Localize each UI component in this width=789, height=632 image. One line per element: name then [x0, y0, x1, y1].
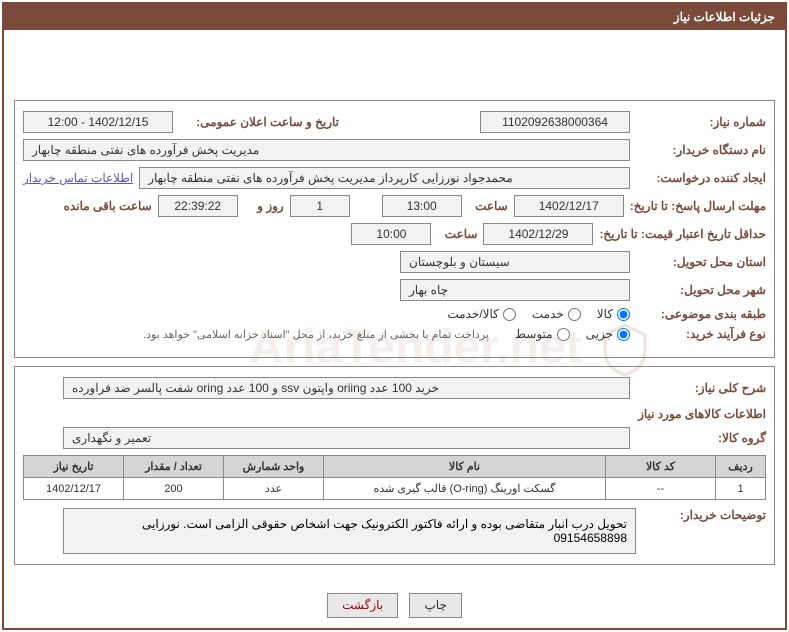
remaining-days-label: روز و [244, 199, 284, 213]
delivery-city-label: شهر محل تحویل: [636, 283, 766, 297]
radio-goods[interactable]: کالا [597, 307, 630, 321]
buyer-org-label: نام دستگاه خریدار: [636, 143, 766, 157]
category-label: طبقه بندی موضوعی: [636, 307, 766, 321]
td-code: -- [606, 478, 716, 500]
main-container: جزئیات اطلاعات نیاز AriaTender.net شماره… [2, 2, 787, 630]
table-header-row: ردیف کد کالا نام کالا واحد شمارش تعداد /… [24, 456, 766, 478]
delivery-province-value: سیستان و بلوچستان [400, 251, 630, 273]
need-number-label: شماره نیاز: [636, 115, 766, 129]
page-title-bar: جزئیات اطلاعات نیاز [4, 4, 785, 30]
table-row: 1 -- گسکت اورینگ (O-ring) قالب گیری شده … [24, 478, 766, 500]
buyer-notes-label: توضیحات خریدار: [636, 508, 766, 522]
need-number-value: 1102092638000364 [480, 111, 630, 133]
td-qty: 200 [124, 478, 224, 500]
buyer-contact-link[interactable]: اطلاعات تماس خریدار [23, 171, 133, 185]
radio-goods-service[interactable]: کالا/خدمت [447, 307, 515, 321]
row-buyer-org: نام دستگاه خریدار: مدیریت پخش فرآورده ها… [23, 139, 766, 161]
time-label-2: ساعت [437, 227, 477, 241]
row-requester: ایجاد کننده درخواست: محمدجواد نورزایی کا… [23, 167, 766, 189]
th-date: تاریخ نیاز [24, 456, 124, 478]
th-name: نام کالا [324, 456, 606, 478]
th-row: ردیف [716, 456, 766, 478]
row-delivery-province: استان محل تحویل: سیستان و بلوچستان [23, 251, 766, 273]
reply-deadline-date: 1402/12/17 [514, 195, 624, 217]
radio-goods-service-input[interactable] [503, 308, 516, 321]
process-label: نوع فرآیند خرید: [636, 327, 766, 341]
info-section: شماره نیاز: 1102092638000364 تاریخ و ساع… [14, 100, 775, 358]
td-date: 1402/12/17 [24, 478, 124, 500]
radio-service-input[interactable] [568, 308, 581, 321]
process-radios: جزیی متوسط [515, 327, 630, 341]
price-validity-time: 10:00 [351, 223, 431, 245]
row-goods-group: گروه کالا: تعمیر و نگهداری [23, 427, 766, 449]
radio-goods-label: کالا [597, 307, 613, 321]
announce-date-label: تاریخ و ساعت اعلان عمومی: [179, 115, 339, 129]
row-need-number: شماره نیاز: 1102092638000364 تاریخ و ساع… [23, 111, 766, 133]
requester-label: ایجاد کننده درخواست: [636, 171, 766, 185]
radio-service-label: خدمت [532, 307, 564, 321]
radio-medium-label: متوسط [515, 327, 553, 341]
th-qty: تعداد / مقدار [124, 456, 224, 478]
delivery-city-value: چاه بهار [400, 279, 630, 301]
row-category: طبقه بندی موضوعی: کالا خدمت کالا/خدمت [23, 307, 766, 321]
row-reply-deadline: مهلت ارسال پاسخ: تا تاریخ: 1402/12/17 سا… [23, 195, 766, 217]
td-name: گسکت اورینگ (O-ring) قالب گیری شده [324, 478, 606, 500]
time-label-1: ساعت [468, 199, 508, 213]
row-delivery-city: شهر محل تحویل: چاه بهار [23, 279, 766, 301]
process-note: پرداخت تمام یا بخشی از مبلغ خرید، از محل… [143, 328, 489, 341]
radio-partial[interactable]: جزیی [586, 327, 630, 341]
buyer-org-value: مدیریت پخش فرآورده های نفتی منطقه چابهار [23, 139, 630, 161]
remaining-suffix: ساعت باقی مانده [64, 199, 152, 213]
category-radios: کالا خدمت کالا/خدمت [447, 307, 630, 321]
back-button[interactable]: بازگشت [327, 593, 398, 618]
delivery-province-label: استان محل تحویل: [636, 255, 766, 269]
td-row: 1 [716, 478, 766, 500]
reply-deadline-time: 13:00 [382, 195, 462, 217]
radio-goods-input[interactable] [617, 308, 630, 321]
summary-section: شرح کلی نیاز: خرید 100 عدد oriing واپتون… [14, 366, 775, 565]
radio-medium-input[interactable] [557, 328, 570, 341]
remaining-time: 22:39:22 [158, 195, 238, 217]
remaining-days: 1 [290, 195, 350, 217]
row-price-validity: حداقل تاریخ اعتبار قیمت: تا تاریخ: 1402/… [23, 223, 766, 245]
goods-group-label: گروه کالا: [636, 431, 766, 445]
content-area: AriaTender.net شماره نیاز: 1102092638000… [4, 30, 785, 583]
row-buyer-notes: توضیحات خریدار: تحویل درب انبار متقاضی ب… [23, 508, 766, 554]
td-unit: عدد [224, 478, 324, 500]
radio-service[interactable]: خدمت [532, 307, 581, 321]
goods-group-value: تعمیر و نگهداری [63, 427, 630, 449]
row-process: نوع فرآیند خرید: جزیی متوسط پرداخت تمام … [23, 327, 766, 341]
page-title: جزئیات اطلاعات نیاز [674, 10, 775, 24]
radio-partial-input[interactable] [617, 328, 630, 341]
announce-date-value: 1402/12/15 - 12:00 [23, 111, 173, 133]
price-validity-label: حداقل تاریخ اعتبار قیمت: تا تاریخ: [599, 227, 766, 241]
print-button[interactable]: چاپ [409, 593, 461, 618]
radio-medium[interactable]: متوسط [515, 327, 570, 341]
radio-goods-service-label: کالا/خدمت [447, 307, 498, 321]
button-row: چاپ بازگشت [4, 583, 785, 628]
reply-deadline-label: مهلت ارسال پاسخ: تا تاریخ: [630, 199, 766, 213]
row-need-summary: شرح کلی نیاز: خرید 100 عدد oriing واپتون… [23, 377, 766, 399]
goods-table: ردیف کد کالا نام کالا واحد شمارش تعداد /… [23, 455, 766, 500]
need-summary-label: شرح کلی نیاز: [636, 381, 766, 395]
buyer-notes-value: تحویل درب انبار متقاضی بوده و ارائه فاکت… [63, 508, 636, 554]
radio-partial-label: جزیی [586, 327, 613, 341]
requester-value: محمدجواد نورزایی کارپرداز مدیریت پخش فرآ… [139, 167, 630, 189]
goods-section-title: اطلاعات کالاهای مورد نیاز [23, 407, 766, 421]
price-validity-date: 1402/12/29 [483, 223, 593, 245]
th-code: کد کالا [606, 456, 716, 478]
th-unit: واحد شمارش [224, 456, 324, 478]
need-summary-value: خرید 100 عدد oriing واپتون ssv و 100 عدد… [63, 377, 630, 399]
